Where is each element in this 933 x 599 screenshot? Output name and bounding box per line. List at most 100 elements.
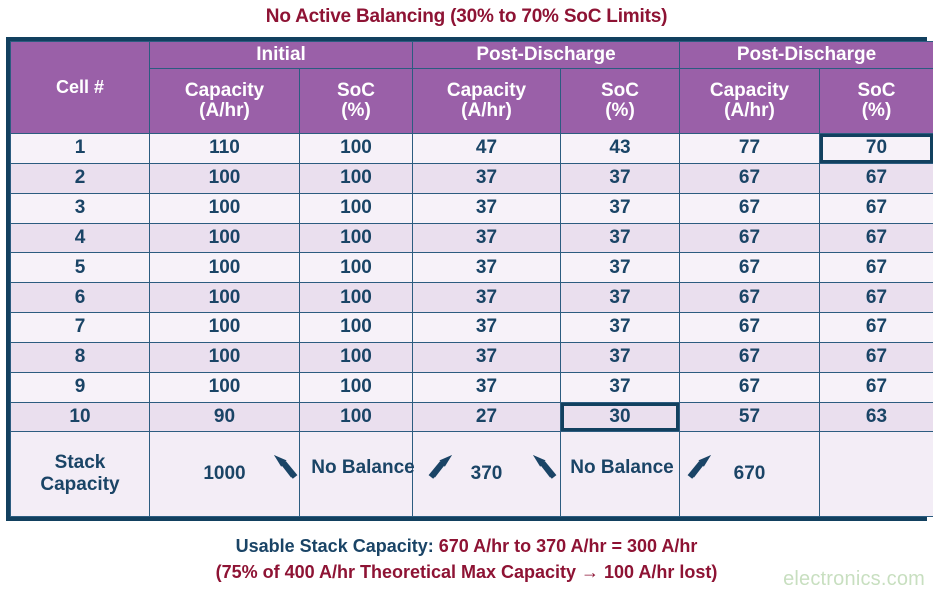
cell-pd1-capacity: 37 [412,371,561,403]
stack-capacity-row: Stack Capacity 1000 370 670 [10,431,933,517]
cell-initial-capacity: 100 [149,162,300,194]
table-row: 2 100 100 37 37 67 67 [10,162,933,194]
cell-pd1-capacity: 37 [412,312,561,343]
header-label-line1: SoC [337,80,375,102]
cell-pd1-capacity: 47 [412,133,561,164]
cell-pd2-capacity: 67 [679,282,820,314]
cell-initial-soc: 100 [299,192,413,224]
cell-pd2-capacity: 67 [679,312,820,343]
header-label-line2: (A/hr) [724,100,775,121]
header-label-line2: (A/hr) [461,100,512,121]
balancing-table: Cell # Initial Post-Discharge Post-Disch… [10,41,933,517]
cell-pd1-capacity: 37 [412,222,561,254]
cell-pd1-soc-highlighted: 30 [560,401,680,433]
cell-pd1-capacity: 37 [412,282,561,314]
cell-pd2-soc: 67 [819,312,933,343]
cell-cell-number: 10 [10,401,150,433]
table-body: 1 110 100 47 43 77 70 2 100 100 37 37 67 67 3 100 100 37 3… [10,133,933,517]
cell-initial-capacity: 100 [149,312,300,343]
cell-initial-soc: 100 [299,162,413,194]
cell-initial-capacity: 100 [149,222,300,254]
cell-pd2-soc: 67 [819,162,933,194]
stack-initial-soc-empty [299,431,413,517]
header-label-line1: Capacity [184,80,265,102]
cell-initial-soc: 100 [299,252,413,284]
cell-pd1-soc: 37 [560,252,680,284]
header-cell-number: Cell # [10,41,150,134]
cell-pd1-soc: 37 [560,162,680,194]
header-label-line2: (A/hr) [199,100,250,121]
cell-initial-soc: 100 [299,371,413,403]
cell-pd2-soc: 67 [819,371,933,403]
cell-initial-capacity: 90 [149,401,300,433]
cell-pd2-soc: 63 [819,401,933,433]
caption-line2-value: (75% of 400 A/hr Theoretical Max Capacit… [215,562,718,583]
cell-pd1-capacity: 37 [412,192,561,224]
cell-initial-capacity: 100 [149,341,300,373]
stack-pd2-soc-empty [819,431,933,517]
caption-line1-prefix: Usable Stack Capacity: [235,536,439,556]
table-row: 6 100 100 37 37 67 67 [10,282,933,314]
cell-pd2-soc: 67 [819,192,933,224]
cell-pd2-soc: 67 [819,282,933,314]
cell-initial-capacity: 100 [149,192,300,224]
cell-pd1-soc: 37 [560,312,680,343]
cell-pd2-capacity: 57 [679,401,820,433]
cell-pd1-capacity: 27 [412,401,561,433]
cell-cell-number: 2 [10,162,150,194]
header-label-line1: SoC [601,80,639,102]
cell-pd1-soc: 43 [560,133,680,164]
caption-line-1: Usable Stack Capacity: 670 A/hr to 370 A… [0,533,933,559]
balancing-table-container: Cell # Initial Post-Discharge Post-Disch… [6,37,933,521]
cell-pd2-soc-highlighted: 70 [819,133,933,164]
header-pd2-soc: SoC (%) [819,68,933,134]
table-row: 7 100 100 37 37 67 67 [10,312,933,343]
cell-initial-soc: 100 [299,282,413,314]
table-row: 4 100 100 37 37 67 67 [10,222,933,254]
header-label-line1: Capacity [709,80,790,102]
header-group-row: Cell # Initial Post-Discharge Post-Disch… [10,41,933,134]
stack-label-line1: Stack [54,452,106,474]
cell-pd1-soc: 37 [560,282,680,314]
cell-pd2-capacity: 67 [679,371,820,403]
header-pd1-capacity: Capacity (A/hr) [412,68,561,134]
table-row: 8 100 100 37 37 67 67 [10,341,933,373]
cell-cell-number: 3 [10,192,150,224]
cell-initial-soc: 100 [299,312,413,343]
cell-pd2-soc: 67 [819,222,933,254]
table-row: 1 110 100 47 43 77 70 [10,133,933,164]
header-label-line2: (%) [341,100,371,121]
table-header: Cell # Initial Post-Discharge Post-Disch… [10,41,933,134]
header-group-initial: Initial [149,41,413,69]
cell-pd2-capacity: 67 [679,222,820,254]
header-initial-soc: SoC (%) [299,68,413,134]
cell-initial-capacity: 110 [149,133,300,164]
cell-pd2-capacity: 67 [679,192,820,224]
cell-cell-number: 4 [10,222,150,254]
cell-cell-number: 6 [10,282,150,314]
header-label-line2: (%) [605,100,635,121]
stack-label-line2: Capacity [40,474,120,496]
cell-pd1-capacity: 37 [412,162,561,194]
cell-cell-number: 1 [10,133,150,164]
header-group-post-discharge-1: Post-Discharge [412,41,680,69]
header-pd1-soc: SoC (%) [560,68,680,134]
cell-initial-capacity: 100 [149,282,300,314]
table-row: 3 100 100 37 37 67 67 [10,192,933,224]
cell-pd1-capacity: 37 [412,341,561,373]
header-label-line1: SoC [857,80,896,102]
cell-cell-number: 7 [10,312,150,343]
table-row: 5 100 100 37 37 67 67 [10,252,933,284]
cell-initial-soc: 100 [299,341,413,373]
stack-pd2-total: 670 [679,431,820,517]
cell-cell-number: 8 [10,341,150,373]
page-title: No Active Balancing (30% to 70% SoC Limi… [265,6,668,27]
cell-pd2-capacity: 67 [679,341,820,373]
caption: Usable Stack Capacity: 670 A/hr to 370 A… [0,533,933,585]
header-group-post-discharge-2: Post-Discharge [679,41,933,69]
cell-pd2-capacity: 67 [679,252,820,284]
header-initial-capacity: Capacity (A/hr) [149,68,300,134]
stack-initial-total: 1000 [149,431,300,517]
cell-cell-number: 9 [10,371,150,403]
stack-pd1-soc-empty [560,431,680,517]
